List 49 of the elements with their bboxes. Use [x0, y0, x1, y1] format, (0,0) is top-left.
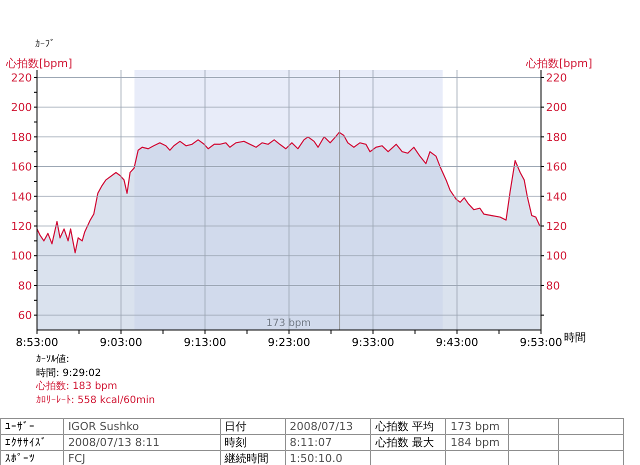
y-tick-label: 160: [11, 160, 32, 174]
y2-tick-label: 220: [546, 71, 567, 84]
x-tick-label: 9:43:00: [436, 336, 478, 349]
x-tick-label: 9:13:00: [184, 336, 226, 349]
text: 184 bpm: [446, 434, 509, 450]
text: 心拍数 平均: [370, 418, 446, 434]
x-axis-title: 時間: [564, 330, 586, 345]
text: ｶｰｿﾙ値:: [36, 353, 70, 366]
y-tick-label: 220: [11, 71, 32, 84]
text: 時刻: [220, 434, 286, 450]
y-tick-label: 120: [11, 220, 32, 233]
y2-tick-label: 180: [546, 130, 567, 144]
y-tick-label: 140: [11, 190, 32, 204]
y2-tick-label: 140: [546, 190, 567, 204]
y2-tick-label: 120: [546, 220, 567, 233]
text: 時間: 9:29:02: [36, 366, 102, 380]
band-label: 173 bpm: [266, 318, 311, 329]
text: 2008/07/13: [285, 418, 371, 434]
x-tick-label: 9:53:00: [520, 336, 562, 349]
y-tick-label: 80: [18, 279, 32, 292]
text: 心拍数 最大: [370, 434, 446, 450]
y2-axis-title: 心拍数[bpm]: [526, 56, 592, 71]
y-tick-label: 60: [18, 309, 32, 322]
text: ｽﾎﾟｰﾂ: [0, 450, 64, 465]
text: 継続時間: [220, 450, 286, 465]
text: ﾕｰｻﾞｰ: [0, 418, 64, 434]
y-tick-label: 200: [11, 101, 32, 114]
chart-title: ｶｰﾌﾞ: [35, 38, 55, 50]
text: 日付: [220, 418, 286, 434]
y-axis-title: 心拍数[bpm]: [6, 56, 72, 71]
text: ｶﾛﾘｰﾚｰﾄ: 558 kcal/60min: [36, 394, 155, 407]
y2-tick-label: 80: [546, 279, 560, 292]
y2-tick-label: 100: [546, 250, 567, 263]
text: FCJ: [64, 450, 220, 465]
text: 2008/07/13 8:11: [64, 434, 220, 450]
text: 1:50:10.0: [285, 450, 371, 465]
y2-tick-label: 160: [546, 160, 567, 174]
text: 心拍数: 183 bpm: [36, 380, 118, 394]
text: IGOR Sushko: [64, 418, 220, 434]
y-tick-label: 100: [11, 250, 32, 263]
y-tick-label: 180: [11, 130, 32, 144]
text: ｴｸｻｻｲｽﾞ: [0, 434, 64, 450]
x-tick-label: 8:53:00: [16, 336, 58, 349]
x-tick-label: 9:33:00: [352, 336, 394, 349]
x-tick-label: 9:03:00: [100, 336, 142, 349]
text: 173 bpm: [446, 418, 509, 434]
text: 8:11:07: [285, 434, 371, 450]
x-tick-label: 9:23:00: [268, 336, 310, 349]
y2-tick-label: 200: [546, 101, 567, 114]
